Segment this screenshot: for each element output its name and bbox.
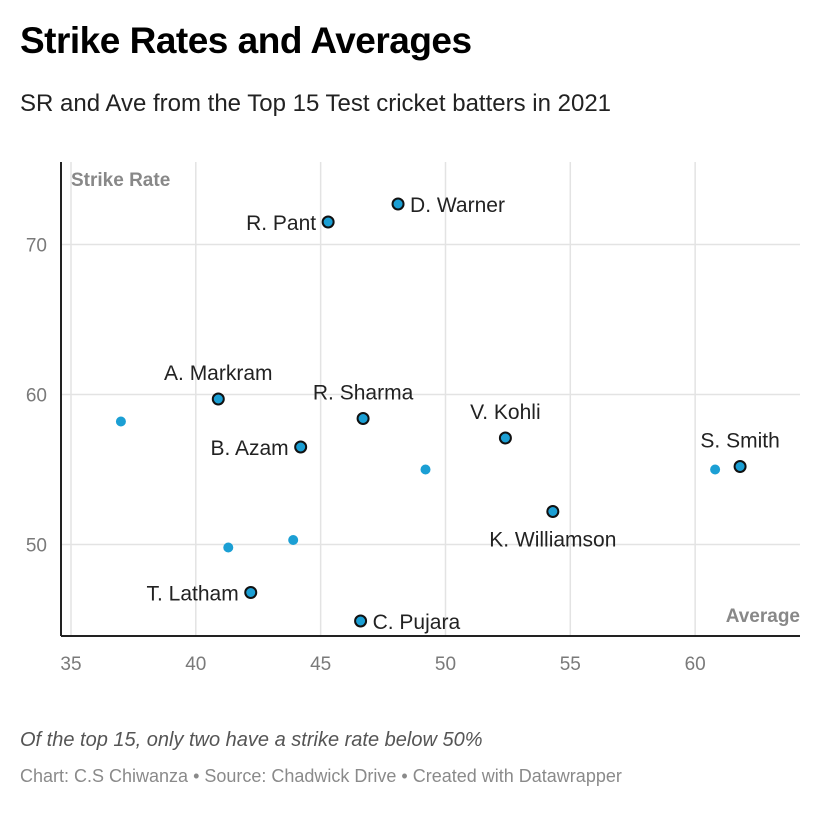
y-tick-label: 70 [26,236,47,257]
x-tick-label: 60 [685,654,706,675]
data-point [710,464,721,475]
point-label: V. Kohli [470,401,540,424]
point-label: T. Latham [147,583,239,606]
chart-credits: Chart: C.S Chiwanza • Source: Chadwick D… [20,766,622,786]
point-label: B. Azam [210,437,288,460]
point-label: R. Pant [246,212,316,235]
data-point [288,535,299,545]
y-tick-label: 50 [26,536,47,557]
x-tick-label: 50 [435,654,456,675]
chart-title: Strike Rates and Averages [20,20,472,61]
data-point [498,431,512,445]
data-point [420,464,431,475]
point-label: K. Williamson [489,529,616,552]
x-axis-title: Average [726,606,800,627]
x-tick-label: 35 [60,654,81,675]
point-label: R. Sharma [313,382,414,405]
point-label: S. Smith [700,430,779,453]
y-tick-label: 60 [26,386,47,407]
data-point [546,505,560,518]
data-point [354,614,368,628]
x-tick-label: 55 [560,654,581,675]
point-label: D. Warner [410,194,505,217]
data-point [223,542,234,553]
data-point [211,392,225,406]
data-point [294,440,308,454]
data-point [733,460,747,473]
y-axis-title: Strike Rate [71,170,170,191]
x-tick-label: 40 [185,654,206,675]
point-label: C. Pujara [373,611,461,634]
data-point [356,412,370,425]
chart-subtitle: SR and Ave from the Top 15 Test cricket … [20,90,612,117]
data-point [244,586,258,599]
data-point [321,215,335,229]
chart-note: Of the top 15, only two have a strike ra… [20,729,483,751]
data-point [115,416,126,427]
point-label: A. Markram [164,362,273,385]
x-tick-label: 45 [310,654,331,675]
data-point [391,197,405,211]
